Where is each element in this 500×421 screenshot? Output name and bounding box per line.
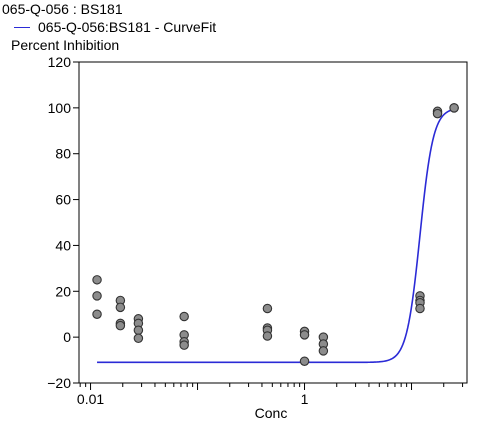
data-point [92,309,102,319]
data-point [262,331,273,341]
legend-label: 065-Q-056:BS181 - CurveFit [38,19,217,35]
curve-fit-series [97,108,455,364]
y-tick-label: 0 [63,329,71,345]
legend-line-swatch [14,26,30,28]
x-axis: 0.01 1 [77,383,464,407]
data-point [449,103,459,113]
x-tick-label: 0.01 [77,391,104,407]
chart-title: 065-Q-056 : BS181 [2,1,123,17]
y-tick-label: 80 [55,146,71,162]
data-point [115,320,126,331]
data-point [179,340,189,350]
plot-area-border [78,61,468,384]
x-tick-label: 1 [301,391,309,407]
data-point [262,303,273,314]
data-point [179,311,189,322]
data-point [133,325,144,336]
y-tick-label: −20 [47,375,71,391]
y-axis-label: Percent Inhibition [11,37,120,53]
data-point [92,275,102,285]
data-point [133,333,144,344]
curve-fit-line [97,108,455,364]
data-points [92,103,459,366]
legend-item: 065-Q-056:BS181 - CurveFit [14,19,216,35]
y-tick-label: 20 [55,283,71,299]
y-axis: −20 0 20 40 60 80 100 120 [47,54,79,391]
data-point [92,291,102,301]
y-tick-label: 60 [55,192,71,208]
data-point [299,356,310,366]
data-point [432,108,443,119]
y-tick-label: 120 [48,54,72,70]
data-point [318,346,329,356]
plot-frame [78,61,468,384]
data-point [299,330,310,340]
data-point [415,303,425,314]
y-tick-label: 40 [55,237,71,253]
x-axis-label: Conc [255,405,288,421]
data-point [115,302,126,313]
y-tick-label: 100 [48,100,72,116]
